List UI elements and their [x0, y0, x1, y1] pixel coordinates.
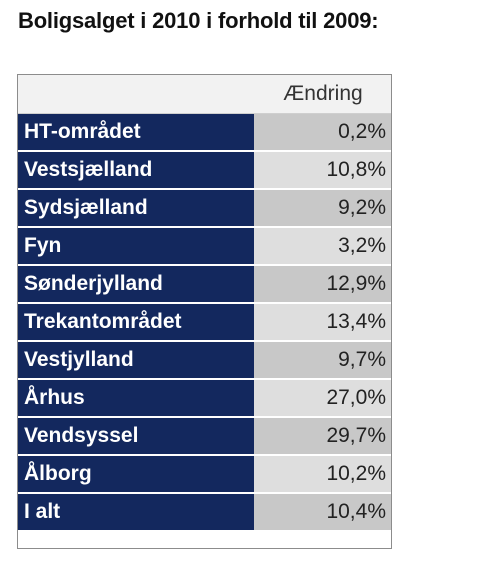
region-name-cell: HT-området [18, 113, 254, 152]
table-row: Ålborg 10,2% [18, 455, 392, 494]
region-name-cell: Vestjylland [18, 341, 254, 380]
table-header-row: Ændring [18, 75, 392, 114]
region-name-cell: Fyn [18, 227, 254, 266]
region-name-cell: Sydsjælland [18, 189, 254, 228]
table-row: Vestsjælland 10,8% [18, 151, 392, 190]
table-row: Fyn 3,2% [18, 227, 392, 266]
region-name-cell: Vestsjælland [18, 151, 254, 190]
table-row: Trekantområdet 13,4% [18, 303, 392, 342]
table-row: I alt 10,4% [18, 493, 392, 532]
table-row: Sydsjælland 9,2% [18, 189, 392, 228]
change-value-cell: 9,7% [254, 341, 392, 380]
change-value-cell: 10,4% [254, 493, 392, 532]
header-change-cell: Ændring [254, 75, 392, 114]
change-value-cell: 3,2% [254, 227, 392, 266]
region-name-cell: Århus [18, 379, 254, 418]
table-row: Sønderjylland 12,9% [18, 265, 392, 304]
region-name-cell: Trekantområdet [18, 303, 254, 342]
header-region-cell [18, 75, 254, 114]
change-value-cell: 29,7% [254, 417, 392, 456]
page-title: Boligsalget i 2010 i forhold til 2009: [18, 8, 379, 33]
region-name-cell: Vendsyssel [18, 417, 254, 456]
change-value-cell: 13,4% [254, 303, 392, 342]
change-value-cell: 10,8% [254, 151, 392, 190]
region-name-cell: I alt [18, 493, 254, 532]
region-name-cell: Sønderjylland [18, 265, 254, 304]
change-value-cell: 10,2% [254, 455, 392, 494]
change-value-cell: 0,2% [254, 113, 392, 152]
table-body: Ændring HT-området 0,2% Vestsjælland 10,8% S… [18, 75, 392, 532]
change-value-cell: 9,2% [254, 189, 392, 228]
region-name-cell: Ålborg [18, 455, 254, 494]
table-row: HT-området 0,2% [18, 113, 392, 152]
change-value-cell: 27,0% [254, 379, 392, 418]
table-row: Vestjylland 9,7% [18, 341, 392, 380]
table-row: Vendsyssel 29,7% [18, 417, 392, 456]
housing-sales-table: Ændring HT-området 0,2% Vestsjælland 10,8% S… [18, 75, 392, 532]
change-value-cell: 12,9% [254, 265, 392, 304]
table-row: Århus 27,0% [18, 379, 392, 418]
